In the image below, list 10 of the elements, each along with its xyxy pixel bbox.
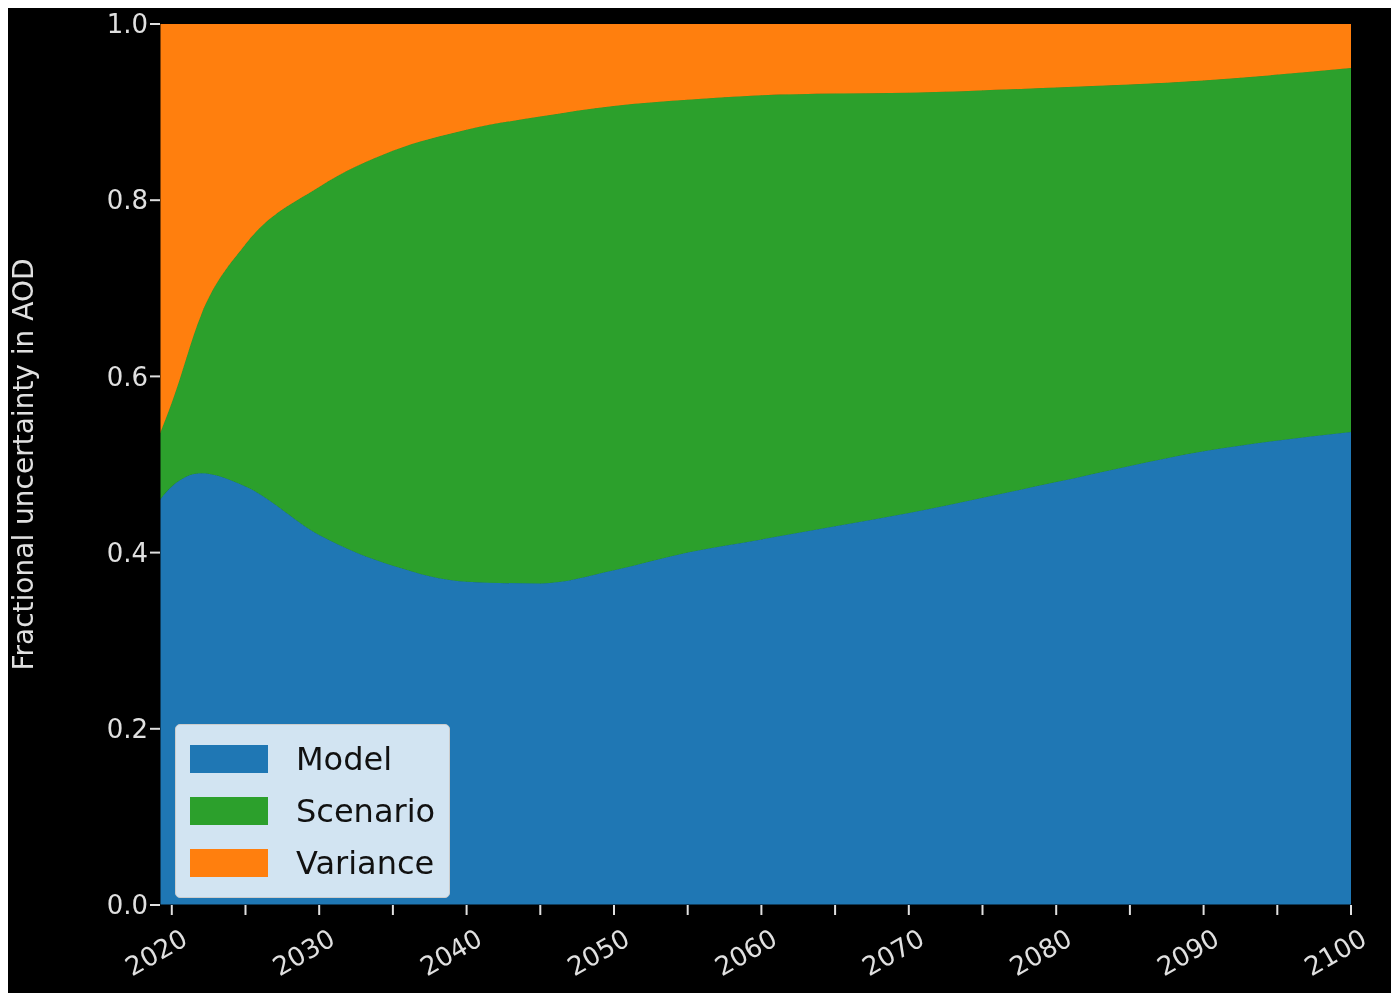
y-axis-title: Fractional uncertainty in AOD [6,258,40,671]
y-tick-label: 0.6 [106,361,148,392]
legend-label: Scenario [296,792,436,830]
y-tick-label: 0.4 [106,537,148,568]
y-tick-label: 0.8 [106,185,148,216]
legend-label: Model [296,740,393,778]
y-tick-label: 0.0 [106,890,148,921]
legend-label: Variance [296,844,435,882]
y-tick-label: 0.2 [106,714,148,745]
y-tick-label: 1.0 [106,9,148,40]
